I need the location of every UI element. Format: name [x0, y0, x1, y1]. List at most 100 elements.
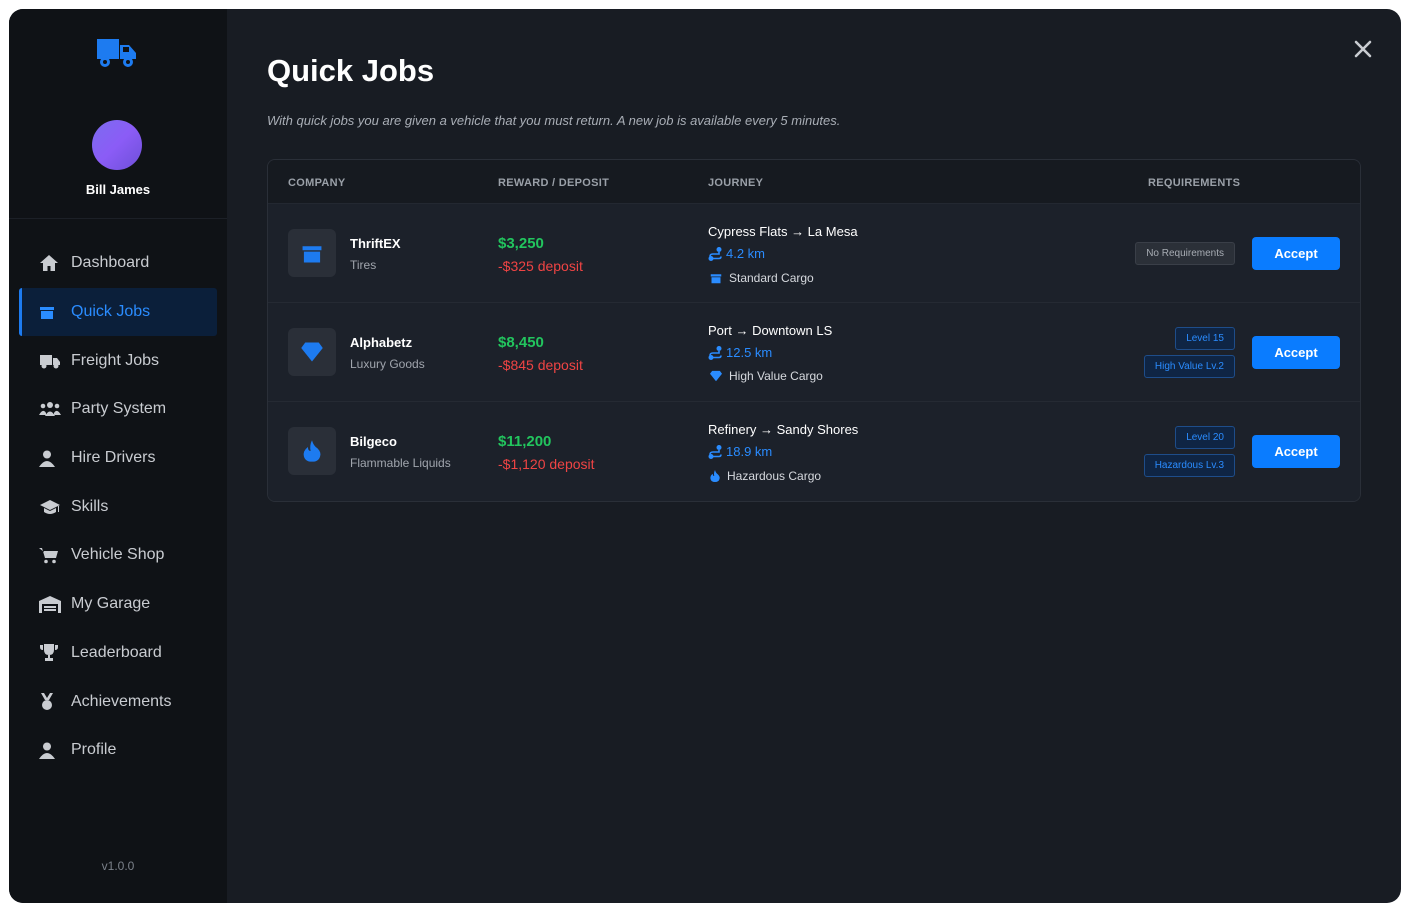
sidebar-item-label: Dashboard [71, 254, 150, 272]
sidebar-item-leaderboard[interactable]: Leaderboard [19, 629, 217, 678]
table-body: ThriftEX Tires $3,250 -$325 deposit Cypress … [268, 204, 1360, 501]
user-name: Bill James [85, 182, 151, 197]
graduation-cap-icon [39, 498, 61, 516]
reward-amount: $11,200 [498, 433, 552, 450]
page-subtitle: With quick jobs you are given a vehicle … [267, 113, 841, 128]
company-name: Bilgeco [350, 434, 397, 449]
person-icon [39, 741, 61, 759]
distance-value: 4.2 km [726, 246, 766, 261]
garage-icon [39, 595, 61, 613]
journey-route: Cypress Flats → La Mesa [708, 224, 858, 239]
sidebar-item-label: Party System [71, 400, 167, 418]
route-icon [708, 246, 722, 261]
company-type: Tires [350, 258, 377, 272]
deposit-amount: -$1,120 deposit [498, 456, 595, 472]
requirements: No Requirements [1135, 204, 1235, 303]
cart-icon [39, 546, 61, 564]
accept-button[interactable]: Accept [1252, 336, 1340, 369]
sidebar-item-skills[interactable]: Skills [19, 482, 217, 531]
sidebar-item-quick-jobs[interactable]: Quick Jobs [19, 287, 217, 337]
cargo-type: High Value Cargo [708, 369, 823, 383]
cargo-type: Hazardous Cargo [708, 468, 821, 484]
close-icon[interactable] [1353, 39, 1373, 59]
sidebar-item-achievements[interactable]: Achievements [19, 677, 217, 726]
box-icon [39, 303, 61, 321]
gem-icon [301, 342, 323, 362]
sidebar-item-freight-jobs[interactable]: Freight Jobs [19, 336, 217, 385]
requirements: Level 15 High Value Lv.2 [1143, 303, 1235, 402]
sidebar-item-party-system[interactable]: Party System [19, 385, 217, 434]
route-icon [708, 345, 722, 360]
company-logo [288, 427, 336, 475]
sidebar-item-label: Skills [71, 497, 109, 515]
company-name: ThriftEX [350, 236, 401, 251]
distance-value: 18.9 km [726, 444, 773, 459]
cargo-label: Standard Cargo [729, 271, 814, 285]
medal-icon [39, 692, 61, 711]
truck-icon [39, 352, 61, 370]
sidebar-item-dashboard[interactable]: Dashboard [19, 239, 217, 288]
sidebar-item-label: Hire Drivers [71, 449, 156, 467]
reward-amount: $8,450 [498, 334, 544, 351]
company-type: Luxury Goods [350, 357, 425, 371]
sidebar-item-label: Quick Jobs [71, 303, 151, 321]
journey-route: Refinery → Sandy Shores [708, 422, 859, 437]
box-icon [302, 245, 322, 263]
company-type: Flammable Liquids [350, 456, 451, 470]
jobs-table: COMPANY REWARD / DEPOSIT JOURNEY REQUIRE… [267, 159, 1361, 502]
table-header: COMPANY REWARD / DEPOSIT JOURNEY REQUIRE… [268, 160, 1360, 204]
cargo-type: Standard Cargo [708, 270, 814, 286]
company-name: Alphabetz [350, 335, 413, 350]
sidebar-item-label: Achievements [71, 692, 172, 710]
table-row: ThriftEX Tires $3,250 -$325 deposit Cypress … [268, 204, 1360, 303]
header-journey: JOURNEY [708, 177, 764, 189]
route-icon [708, 444, 722, 459]
fire-icon [303, 440, 321, 462]
cargo-label: Hazardous Cargo [727, 469, 822, 483]
sidebar-item-profile[interactable]: Profile [19, 726, 217, 775]
deposit-amount: -$845 deposit [498, 357, 583, 373]
header-reward: REWARD / DEPOSIT [498, 177, 610, 189]
avatar[interactable] [92, 120, 142, 170]
person-icon [39, 449, 61, 467]
sidebar-header: Bill James [9, 9, 227, 219]
sidebar-item-hire-drivers[interactable]: Hire Drivers [19, 434, 217, 483]
table-row: Alphabetz Luxury Goods $8,450 -$845 deposit… [268, 303, 1360, 402]
box-icon [708, 270, 724, 286]
sidebar-item-my-garage[interactable]: My Garage [19, 580, 217, 629]
deposit-amount: -$325 deposit [498, 258, 583, 274]
sidebar: Bill James Dashboard Quick Jobs Freight Jo… [9, 9, 227, 903]
sidebar-nav: Dashboard Quick Jobs Freight Jobs Party Sys… [19, 239, 217, 775]
app-version: v1.0.0 [101, 859, 135, 873]
cargo-label: High Value Cargo [729, 369, 823, 383]
app-window: Bill James Dashboard Quick Jobs Freight Jo… [9, 9, 1401, 903]
journey-distance: 12.5 km [708, 345, 772, 360]
sidebar-item-label: Leaderboard [71, 643, 162, 661]
requirement-badge: Level 15 [1175, 327, 1235, 350]
sidebar-item-label: Profile [71, 741, 117, 759]
distance-value: 12.5 km [726, 345, 773, 360]
company-logo [288, 229, 336, 277]
header-requirements: REQUIREMENTS [1148, 177, 1241, 189]
truck-logo-icon [97, 39, 136, 67]
sidebar-item-vehicle-shop[interactable]: Vehicle Shop [19, 531, 217, 580]
sidebar-item-label: Freight Jobs [71, 351, 160, 369]
accept-button[interactable]: Accept [1252, 435, 1340, 468]
home-icon [39, 254, 61, 272]
reward-amount: $3,250 [498, 235, 544, 252]
journey-distance: 18.9 km [708, 444, 772, 459]
gem-icon [708, 369, 724, 383]
sidebar-item-label: My Garage [71, 595, 151, 613]
accept-button[interactable]: Accept [1252, 237, 1340, 270]
main-content: Quick Jobs With quick jobs you are given… [227, 9, 1401, 903]
trophy-icon [39, 644, 61, 662]
header-company: COMPANY [288, 177, 346, 189]
page-title: Quick Jobs [267, 53, 435, 88]
requirement-badge: Hazardous Lv.3 [1143, 454, 1235, 477]
requirement-badge: High Value Lv.2 [1143, 355, 1235, 378]
company-logo [288, 328, 336, 376]
users-icon [39, 400, 61, 418]
fire-icon [708, 468, 722, 484]
journey-route: Port → Downtown LS [708, 323, 833, 338]
sidebar-item-label: Vehicle Shop [71, 546, 165, 564]
